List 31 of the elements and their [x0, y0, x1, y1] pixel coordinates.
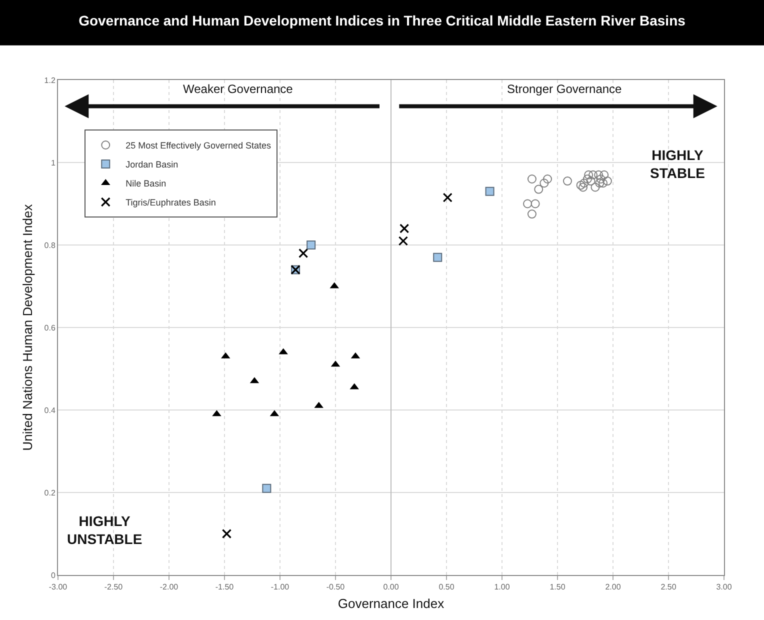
x-tick-label: -1.00	[270, 582, 290, 592]
x-tick-label: 1.00	[494, 582, 510, 592]
y-tick-label: 0.2	[44, 488, 56, 498]
x-tick-label: -2.50	[104, 582, 124, 592]
x-tick-label: -2.00	[160, 582, 179, 592]
legend-label: 25 Most Effectively Governed States	[126, 140, 272, 151]
x-tick-label: 0.00	[383, 582, 400, 592]
y-axis-title: United Nations Human Development Index	[20, 204, 36, 451]
x-tick-label: 2.00	[605, 582, 622, 592]
legend-label: Nile Basin	[126, 178, 166, 189]
x-axis-title: Governance Index	[338, 596, 445, 612]
x-tick-label: -0.50	[326, 582, 346, 592]
annotation: Stronger Governance	[507, 82, 622, 96]
y-tick-label: 0.6	[44, 323, 56, 332]
annotation: HIGHLY UNSTABLE	[67, 513, 142, 548]
legend-label: Tigris/Euphrates Basin	[126, 198, 216, 208]
y-tick-label: 0.8	[44, 240, 56, 250]
annotation: HIGHLY STABLE	[650, 147, 705, 182]
x-tick-label: -1.50	[215, 582, 234, 592]
x-tick-label: 0.50	[438, 582, 455, 592]
x-tick-label: 3.00	[716, 582, 732, 592]
x-tick-label: 2.50	[660, 582, 677, 592]
legend-label: Jordan Basin	[126, 160, 178, 170]
chart-title: Governance and Human Development Indices in Three Critical Middle Eastern River Basins	[78, 12, 686, 28]
y-tick-label: 0	[50, 570, 56, 580]
y-tick-label: 1.2	[44, 76, 56, 85]
y-tick-label: 1	[50, 158, 56, 168]
x-tick-label: 1.50	[550, 582, 566, 592]
y-tick-label: 0.4	[44, 406, 56, 415]
x-tick-label: -3.00	[48, 582, 68, 592]
annotation: Weaker Governance	[183, 82, 294, 96]
